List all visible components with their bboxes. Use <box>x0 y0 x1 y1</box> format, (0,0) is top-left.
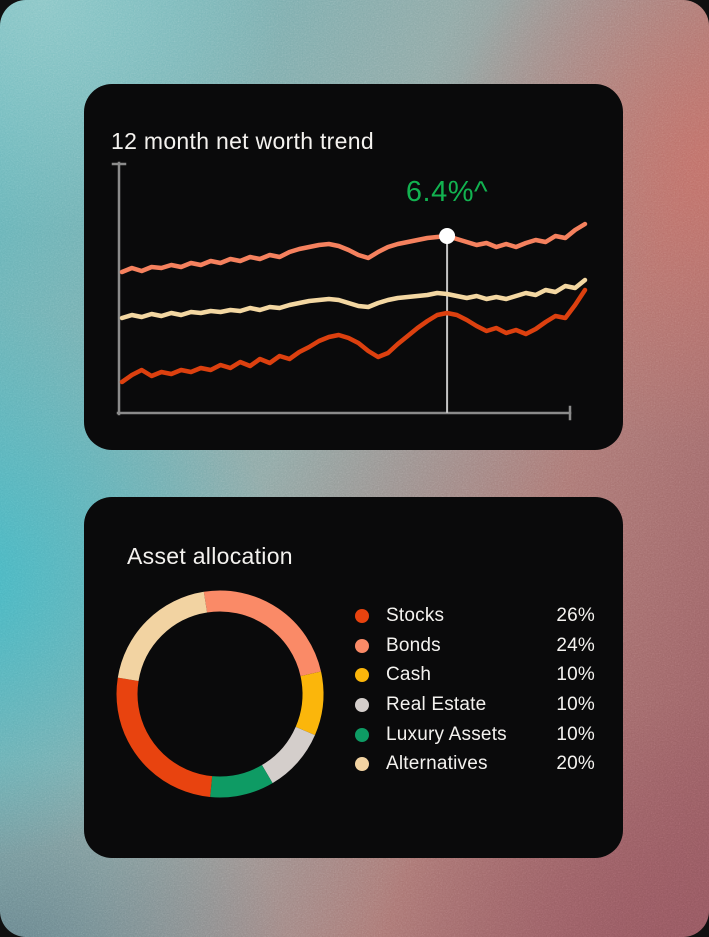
donut-segment-stocks <box>116 590 324 798</box>
legend-label-luxury-assets: Luxury Assets <box>386 723 507 745</box>
legend-value-cash: 10% <box>556 664 595 686</box>
net-worth-trend-card[interactable]: 12 month net worth trend 6.4%^ <box>84 84 623 450</box>
legend-label-alternatives: Alternatives <box>386 753 488 775</box>
legend-label-cash: Cash <box>386 664 432 686</box>
asset-allocation-card[interactable]: Asset allocation Stocks 26% Bonds 24% Cash 10… <box>84 497 623 858</box>
growth-percentage-label: 6.4%^ <box>405 176 489 208</box>
legend-value-real-estate: 10% <box>556 693 595 715</box>
marker-dot[interactable] <box>439 228 456 244</box>
legend-label-stocks: Stocks <box>386 604 445 626</box>
middle-trend-line <box>119 277 588 321</box>
legend-label-bonds: Bonds <box>386 634 441 656</box>
upper-trend-line <box>119 221 588 275</box>
legend-value-luxury-assets: 10% <box>556 723 595 745</box>
legend-dot-cash <box>355 668 369 683</box>
legend-dot-bonds <box>355 638 369 653</box>
legend-value-bonds: 24% <box>556 634 595 656</box>
legend-label-real-estate: Real Estate <box>386 693 487 715</box>
legend-dot-stocks <box>355 608 369 623</box>
donut-segment-cash <box>116 590 324 798</box>
legend-dot-alternatives <box>355 757 369 772</box>
allocation-card-title: Asset allocation <box>127 543 293 570</box>
legend-row-real-estate: Real Estate 10% <box>355 690 595 720</box>
legend-dot-real-estate <box>355 697 369 712</box>
donut-segment-real-estate <box>116 590 324 798</box>
allocation-legend: Stocks 26% Bonds 24% Cash 10% Real Estate 10% Lu… <box>355 601 595 779</box>
donut-segment-bonds <box>116 590 324 798</box>
donut-segment-alternatives <box>116 590 324 798</box>
legend-dot-luxury-assets <box>355 727 369 742</box>
legend-row-bonds: Bonds 24% <box>355 631 595 661</box>
net-worth-card-title: 12 month net worth trend <box>111 128 374 155</box>
legend-row-luxury-assets: Luxury Assets 10% <box>355 720 595 750</box>
asset-allocation-donut-chart <box>116 590 324 798</box>
legend-row-alternatives: Alternatives 20% <box>355 749 595 779</box>
donut-segment-luxury-assets <box>116 590 324 798</box>
lower-trend-line <box>119 287 588 385</box>
legend-value-alternatives: 20% <box>556 753 595 775</box>
net-worth-line-chart <box>111 161 588 421</box>
legend-value-stocks: 26% <box>556 604 595 626</box>
legend-row-stocks: Stocks 26% <box>355 601 595 631</box>
legend-row-cash: Cash 10% <box>355 660 595 690</box>
